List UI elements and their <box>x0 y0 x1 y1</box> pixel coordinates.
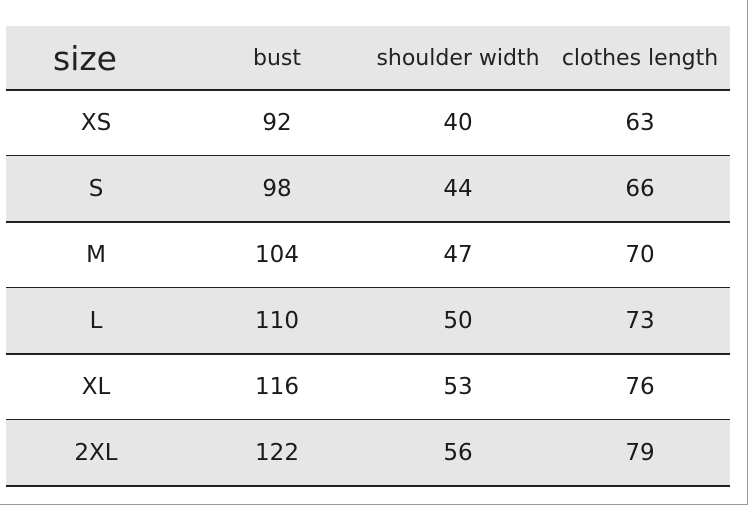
table-cell: 70 <box>625 242 655 268</box>
table-row: 2XL 122 56 79 <box>6 420 730 486</box>
row-divider <box>6 221 730 223</box>
table-cell: 53 <box>443 374 473 400</box>
table-row: L 110 50 73 <box>6 288 730 354</box>
table-cell: 76 <box>625 374 655 400</box>
table-row: XS 92 40 63 <box>6 90 730 156</box>
table-cell: 79 <box>625 440 655 466</box>
table-cell: 98 <box>262 176 292 202</box>
table-cell: 63 <box>625 110 655 136</box>
table-cell: 47 <box>443 242 473 268</box>
row-divider <box>6 353 730 355</box>
header-cell: size <box>53 38 117 78</box>
table-cell: 92 <box>262 110 292 136</box>
table-cell: XS <box>80 110 112 136</box>
header-cell: clothes length <box>561 45 719 71</box>
table-cell: 50 <box>443 308 473 334</box>
table-cell: 73 <box>625 308 655 334</box>
table-cell: 40 <box>443 110 473 136</box>
table-cell: 2XL <box>74 440 118 466</box>
table-cell: L <box>89 308 103 334</box>
frame-edge <box>747 0 748 505</box>
table-cell: 66 <box>625 176 655 202</box>
frame-edge <box>0 504 748 505</box>
table-row: XL 116 53 76 <box>6 354 730 420</box>
table-cell: 110 <box>255 308 299 334</box>
table-cell: M <box>86 242 106 268</box>
table-cell: XL <box>81 374 111 400</box>
table-cell: 116 <box>255 374 299 400</box>
header-row: size bust shoulder width clothes length <box>6 26 730 90</box>
table-cell: S <box>88 176 104 202</box>
header-cell: shoulder width <box>376 45 540 71</box>
row-divider <box>6 89 730 91</box>
header-cell: bust <box>253 45 301 71</box>
table-cell: 44 <box>443 176 473 202</box>
table-row: S 98 44 66 <box>6 156 730 222</box>
table-cell: 104 <box>255 242 299 268</box>
table-cell: 56 <box>443 440 473 466</box>
row-divider <box>6 485 730 487</box>
table-row: M 104 47 70 <box>6 222 730 288</box>
table-cell: 122 <box>255 440 299 466</box>
